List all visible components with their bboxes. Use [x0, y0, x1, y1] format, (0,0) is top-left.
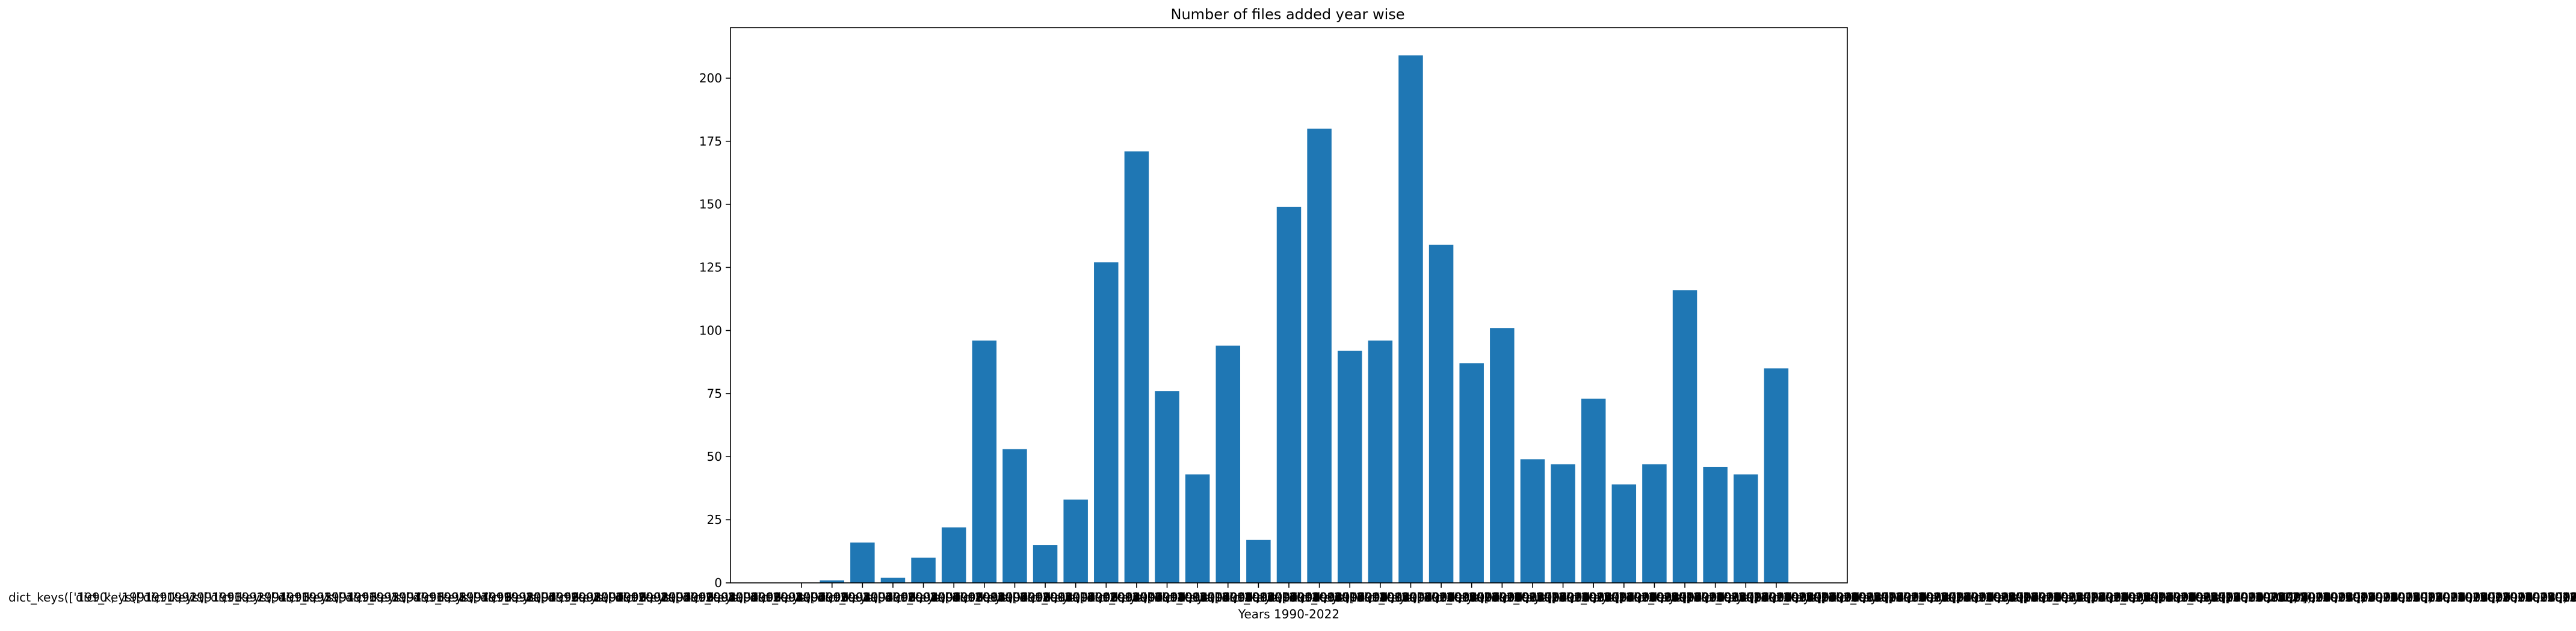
- y-tick-label: 75: [707, 386, 722, 401]
- y-tick-label: 150: [699, 197, 722, 212]
- bar-2015: [1551, 464, 1575, 583]
- x-tick-label-overlap-copy: dict_keys(['1990', '1991', '1992', '1993…: [1828, 590, 2576, 605]
- bar-2017: [1611, 484, 1637, 583]
- x-tick-label-overlap-copy: dict_keys(['1990', '1991', '1992', '1993…: [413, 590, 1961, 605]
- x-tick-label-overlap-copy: dict_keys(['1990', '1991', '1992', '1993…: [1222, 590, 2576, 605]
- x-tick-label-overlap-copy: dict_keys(['1990', '1991', '1992', '1993…: [76, 590, 1624, 605]
- x-tick-label-overlap-copy: dict_keys(['1990', '1991', '1992', '1993…: [885, 590, 2433, 605]
- bar-1991: [820, 580, 844, 583]
- x-tick-label-overlap-copy: dict_keys(['1990', '1991', '1992', '1993…: [1154, 590, 2576, 605]
- x-axis: dict_keys(['1990', '1991', '1992', '1993…: [8, 583, 2576, 605]
- bar-2021: [1734, 474, 1758, 583]
- y-tick-label: 200: [699, 71, 722, 85]
- bar-2009: [1368, 340, 1393, 583]
- bar-2016: [1581, 398, 1606, 583]
- x-tick-label-overlap-copy: dict_keys(['1990', '1991', '1992', '1993…: [345, 590, 1894, 605]
- x-tick-label-overlap-copy: dict_keys(['1990', '1991', '1992', '1993…: [278, 590, 1826, 605]
- bar-2013: [1490, 328, 1515, 583]
- y-tick-label: 0: [714, 576, 722, 590]
- x-tick-label-overlap-copy: dict_keys(['1990', '1991', '1992', '1993…: [143, 590, 1691, 605]
- bar-2011: [1429, 244, 1454, 583]
- x-tick-label-overlap-copy: dict_keys(['1990', '1991', '1992', '1993…: [1626, 590, 2576, 605]
- x-tick-label-overlap-copy: dict_keys(['1990', '1991', '1992', '1993…: [1491, 590, 2576, 605]
- x-tick-label-overlap-copy: dict_keys(['1990', '1991', '1992', '1993…: [548, 590, 2096, 605]
- bar-2014: [1520, 459, 1545, 583]
- bar-1994: [911, 558, 936, 583]
- bar-1999: [1063, 499, 1088, 583]
- plot-frame: [730, 27, 1848, 583]
- y-tick-label: 50: [707, 449, 722, 464]
- bar-2006: [1276, 206, 1302, 583]
- y-tick-label: 100: [699, 323, 722, 337]
- x-tick-label-overlap-copy: dict_keys(['1990', '1991', '1992', '1993…: [1356, 590, 2576, 605]
- x-tick-label-overlap-copy: dict_keys(['1990', '1991', '1992', '1993…: [2030, 590, 2576, 605]
- bar-2012: [1459, 363, 1484, 583]
- x-tick-label-overlap-copy: dict_keys(['1990', '1991', '1992', '1993…: [1895, 590, 2576, 605]
- x-tick-label-overlap-copy: dict_keys(['1990', '1991', '1992', '1993…: [1424, 590, 2576, 605]
- x-tick-label-overlap-copy: dict_keys(['1990', '1991', '1992', '1993…: [2165, 590, 2576, 605]
- bar-1997: [1002, 449, 1027, 583]
- x-tick-label-overlap-copy: dict_keys(['1990', '1991', '1992', '1993…: [615, 590, 2163, 605]
- x-tick-label-overlap-copy: dict_keys(['1990', '1991', '1992', '1993…: [952, 590, 2500, 605]
- bar-1992: [850, 542, 875, 583]
- x-tick-labels-overlapping: dict_keys(['1990', '1991', '1992', '1993…: [8, 590, 1557, 605]
- x-tick-label-overlap-copy: dict_keys(['1990', '1991', '1992', '1993…: [750, 590, 2298, 605]
- y-tick-label: 125: [699, 260, 722, 275]
- bar-2002: [1155, 391, 1179, 583]
- bar-2008: [1337, 351, 1362, 583]
- y-axis: 0 25 50 75 100 125 150 175 200: [699, 71, 730, 590]
- x-tick-label-overlap-copy: dict_keys(['1990', '1991', '1992', '1993…: [1693, 590, 2576, 605]
- x-tick-label-overlap-copy: dict_keys(['1990', '1991', '1992', '1993…: [817, 590, 2365, 605]
- bar-2020: [1703, 467, 1728, 583]
- bar-1995: [941, 527, 966, 583]
- x-tick-label-overlap-copy: dict_keys(['1990', '1991', '1992', '1993…: [1761, 590, 2576, 605]
- x-tick-labels-overlapping-end: 2022']): [2269, 590, 2312, 605]
- y-tick-label: 25: [707, 512, 722, 527]
- x-tick-label-overlap-copy: dict_keys(['1990', '1991', '1992', '1993…: [1558, 590, 2576, 605]
- y-tick-label: 175: [699, 134, 722, 149]
- bar-2001: [1124, 151, 1149, 583]
- bar-2004: [1215, 345, 1241, 583]
- bar-2005: [1246, 540, 1271, 583]
- x-axis-label: Years 1990-2022: [1238, 607, 1339, 621]
- bar-2022: [1764, 368, 1789, 583]
- x-tick-label-overlap-copy: dict_keys(['1990', '1991', '1992', '1993…: [2098, 590, 2576, 605]
- bar-1993: [880, 577, 906, 583]
- x-tick-label-overlap-copy: dict_keys(['1990', '1991', '1992', '1993…: [1289, 590, 2576, 605]
- bar-2003: [1185, 474, 1210, 583]
- bar-1996: [972, 340, 997, 583]
- bar-1998: [1033, 545, 1058, 583]
- x-tick-label-overlap-copy: dict_keys(['1990', '1991', '1992', '1993…: [1963, 590, 2576, 605]
- x-tick-label-overlap-copy: dict_keys(['1990', '1991', '1992', '1993…: [1087, 590, 2576, 605]
- x-tick-label-overlap-copy: dict_keys(['1990', '1991', '1992', '1993…: [682, 590, 2231, 605]
- bar-2000: [1094, 262, 1119, 583]
- bar-2007: [1307, 128, 1332, 583]
- x-tick-label-overlap-copy: dict_keys(['1990', '1991', '1992', '1993…: [480, 590, 2028, 605]
- x-tick-label-overlap-copy: dict_keys(['1990', '1991', '1992', '1993…: [1019, 590, 2568, 605]
- bar-2018: [1642, 464, 1667, 583]
- bar-2010: [1398, 55, 1423, 583]
- x-tick-label-overlap-copy: dict_keys(['1990', '1991', '1992', '1993…: [211, 590, 1759, 605]
- chart-title: Number of files added year wise: [1170, 6, 1404, 23]
- bars-group: [820, 55, 1789, 583]
- bar-2019: [1672, 290, 1697, 583]
